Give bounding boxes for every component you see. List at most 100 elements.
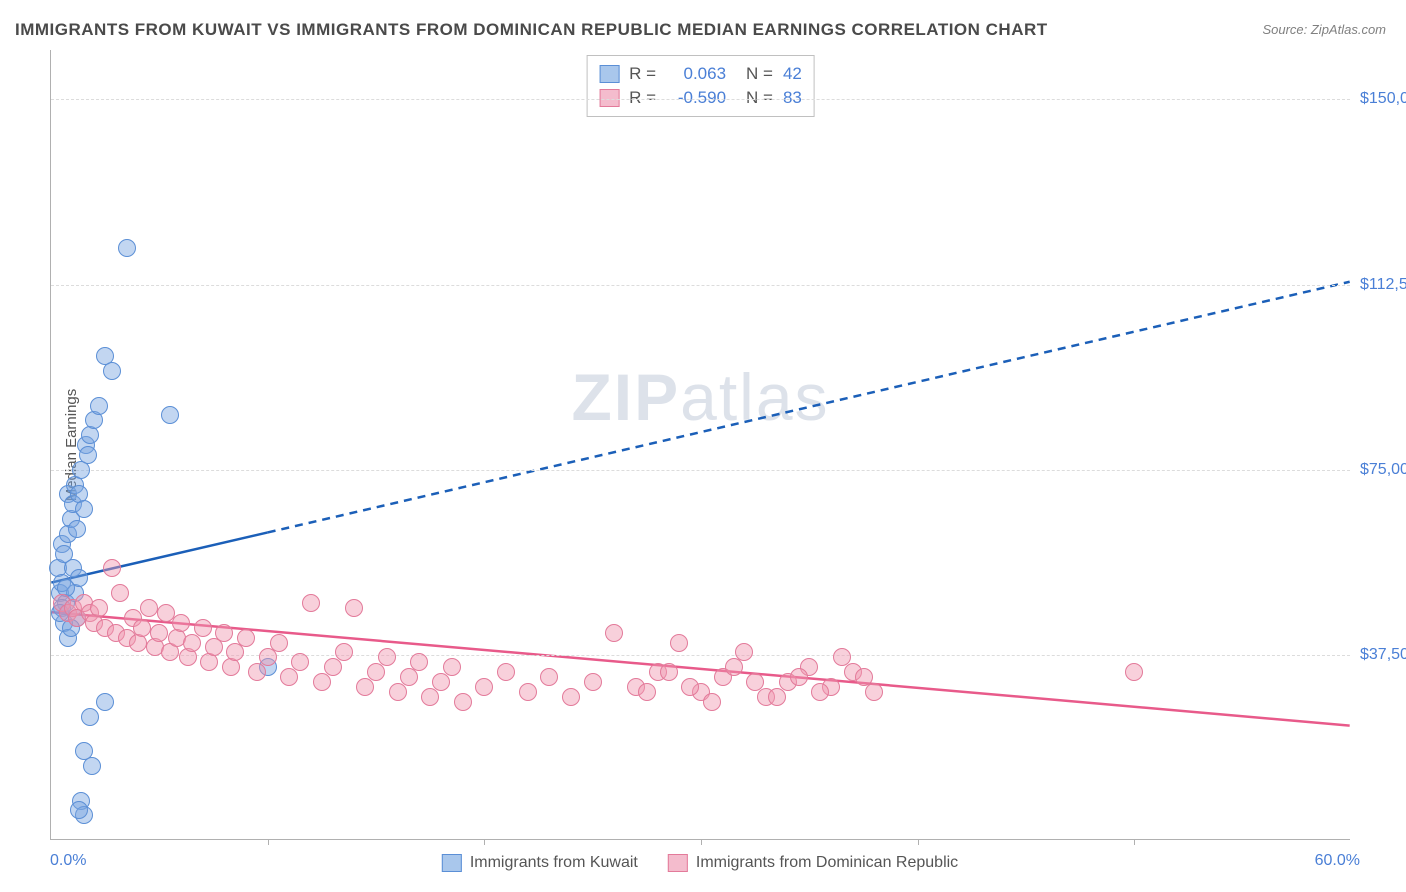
scatter-point-dominican (140, 599, 158, 617)
y-tick-label: $75,000 (1360, 461, 1406, 479)
scatter-point-dominican (183, 634, 201, 652)
scatter-point-dominican (703, 693, 721, 711)
scatter-point-dominican (865, 683, 883, 701)
scatter-point-dominican (367, 663, 385, 681)
scatter-point-dominican (605, 624, 623, 642)
scatter-point-dominican (497, 663, 515, 681)
trend-line-dashed-kuwait (268, 282, 1350, 533)
scatter-point-dominican (345, 599, 363, 617)
scatter-point-dominican (237, 629, 255, 647)
scatter-point-dominican (270, 634, 288, 652)
scatter-point-dominican (302, 594, 320, 612)
x-tick (484, 839, 485, 845)
scatter-point-dominican (432, 673, 450, 691)
scatter-point-dominican (562, 688, 580, 706)
series-legend: Immigrants from Kuwait Immigrants from Do… (442, 854, 958, 872)
gridline (51, 655, 1350, 656)
x-tick (1134, 839, 1135, 845)
series-legend-label: Immigrants from Dominican Republic (696, 854, 958, 872)
x-axis-min-label: 0.0% (50, 852, 86, 870)
scatter-point-dominican (638, 683, 656, 701)
legend-swatch-icon (599, 65, 619, 83)
scatter-point-dominican (335, 643, 353, 661)
scatter-point-kuwait (81, 708, 99, 726)
scatter-point-dominican (400, 668, 418, 686)
scatter-point-kuwait (103, 362, 121, 380)
correlation-legend-box: R = 0.063 N = 42 R = -0.590 N = 83 (586, 55, 815, 117)
scatter-point-dominican (291, 653, 309, 671)
r-label: R = (629, 88, 656, 108)
series-legend-label: Immigrants from Kuwait (470, 854, 638, 872)
scatter-point-dominican (454, 693, 472, 711)
plot-area: ZIPatlas R =0.063N =42R =-0.590N =83 $37… (50, 50, 1350, 840)
gridline (51, 470, 1350, 471)
legend-swatch-icon (668, 854, 688, 872)
scatter-point-dominican (226, 643, 244, 661)
scatter-point-dominican (389, 683, 407, 701)
corr-legend-row-kuwait: R = 0.063 N = 42 (599, 62, 802, 86)
watermark-text: ZIPatlas (571, 359, 829, 435)
scatter-point-dominican (356, 678, 374, 696)
scatter-point-kuwait (161, 406, 179, 424)
x-tick (701, 839, 702, 845)
scatter-point-kuwait (68, 520, 86, 538)
gridline (51, 99, 1350, 100)
legend-swatch-icon (599, 89, 619, 107)
x-tick (268, 839, 269, 845)
y-tick-label: $150,000 (1360, 90, 1406, 108)
source-label: Source: ZipAtlas.com (1262, 22, 1386, 37)
scatter-point-dominican (746, 673, 764, 691)
scatter-point-dominican (540, 668, 558, 686)
scatter-point-dominican (133, 619, 151, 637)
scatter-point-dominican (421, 688, 439, 706)
r-value: -0.590 (666, 88, 726, 108)
y-tick-label: $37,500 (1360, 646, 1406, 664)
scatter-point-dominican (833, 648, 851, 666)
scatter-point-dominican (215, 624, 233, 642)
scatter-point-dominican (90, 599, 108, 617)
scatter-point-dominican (681, 678, 699, 696)
n-label: N = (746, 64, 773, 84)
scatter-point-dominican (443, 658, 461, 676)
r-label: R = (629, 64, 656, 84)
n-label: N = (746, 88, 773, 108)
scatter-point-dominican (259, 648, 277, 666)
scatter-point-dominican (378, 648, 396, 666)
scatter-point-kuwait (118, 239, 136, 257)
n-value: 42 (783, 64, 802, 84)
scatter-point-dominican (519, 683, 537, 701)
chart-container: Median Earnings ZIPatlas R =0.063N =42R … (50, 50, 1350, 840)
scatter-point-kuwait (96, 693, 114, 711)
scatter-point-kuwait (75, 742, 93, 760)
scatter-point-dominican (811, 683, 829, 701)
scatter-point-dominican (790, 668, 808, 686)
scatter-point-kuwait (75, 500, 93, 518)
trend-lines-layer (51, 50, 1350, 839)
scatter-point-dominican (248, 663, 266, 681)
scatter-point-dominican (280, 668, 298, 686)
scatter-point-dominican (584, 673, 602, 691)
x-tick (918, 839, 919, 845)
chart-title: IMMIGRANTS FROM KUWAIT VS IMMIGRANTS FRO… (15, 20, 1048, 40)
gridline (51, 285, 1350, 286)
r-value: 0.063 (666, 64, 726, 84)
scatter-point-dominican (150, 624, 168, 642)
scatter-point-dominican (172, 614, 190, 632)
scatter-point-dominican (410, 653, 428, 671)
n-value: 83 (783, 88, 802, 108)
scatter-point-dominican (725, 658, 743, 676)
scatter-point-dominican (103, 559, 121, 577)
corr-legend-row-dominican: R = -0.590 N = 83 (599, 86, 802, 110)
scatter-point-dominican (313, 673, 331, 691)
scatter-point-kuwait (90, 397, 108, 415)
scatter-point-dominican (660, 663, 678, 681)
scatter-point-dominican (670, 634, 688, 652)
x-axis-max-label: 60.0% (1315, 852, 1360, 870)
scatter-point-dominican (194, 619, 212, 637)
scatter-point-dominican (475, 678, 493, 696)
legend-swatch-icon (442, 854, 462, 872)
scatter-point-dominican (324, 658, 342, 676)
series-legend-item-kuwait: Immigrants from Kuwait (442, 854, 638, 872)
y-tick-label: $112,500 (1360, 276, 1406, 294)
scatter-point-dominican (111, 584, 129, 602)
